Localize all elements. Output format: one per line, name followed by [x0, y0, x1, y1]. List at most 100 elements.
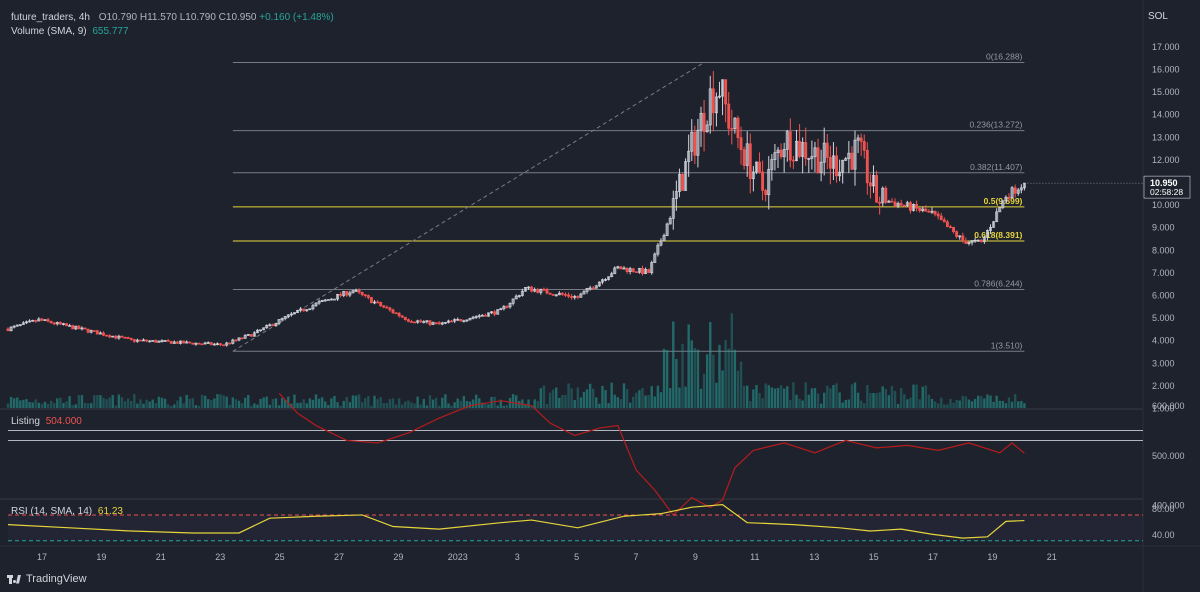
volume-bar — [342, 400, 345, 408]
candle-body — [659, 240, 663, 246]
fibonacci-layer[interactable]: 0(16.288)0.236(13.272)0.382(11.407)0.5(9… — [232, 51, 1025, 352]
volume-bar — [515, 395, 518, 408]
candle-body — [699, 112, 703, 131]
time-axis-label: 2023 — [448, 552, 468, 562]
time-axis-label: 23 — [215, 552, 225, 562]
volume-bar — [724, 340, 727, 408]
candle-body — [804, 142, 808, 159]
volume-bar — [133, 394, 136, 408]
symbol-title[interactable]: future_traders, 4h — [11, 12, 90, 23]
volume-bar — [68, 396, 71, 408]
tradingview-logo[interactable]: TradingView — [7, 573, 87, 585]
candle-body — [102, 332, 105, 336]
main-legend[interactable]: future_traders, 4h O10.790 H11.570 L10.7… — [11, 12, 334, 23]
listing-value: 504.000 — [45, 416, 82, 427]
volume-bar — [419, 404, 422, 408]
candle-body — [982, 236, 986, 242]
tradingview-brand: TradingView — [26, 573, 87, 585]
candle-body — [958, 235, 962, 238]
candle-body — [373, 301, 376, 304]
candle-body — [736, 117, 740, 138]
candle-body — [474, 316, 478, 318]
volume-bar — [669, 388, 672, 408]
volume-bar — [397, 398, 401, 408]
volume-bar — [324, 401, 327, 408]
time-axis-label: 13 — [809, 552, 819, 562]
volume-bar — [216, 394, 219, 408]
candle-body — [961, 235, 965, 242]
price-axis-tick: 3.000 — [1152, 358, 1175, 368]
candle-body — [382, 305, 386, 308]
volume-bar — [496, 405, 499, 408]
volume-bar — [447, 403, 450, 408]
candle-body — [936, 213, 940, 217]
volume-bar — [681, 343, 684, 408]
candle-body — [151, 340, 155, 342]
volume-bar — [705, 354, 709, 408]
volume-bar — [539, 388, 543, 408]
candle-body — [955, 231, 959, 237]
candle-body — [58, 322, 62, 325]
candle-body — [785, 131, 789, 150]
candle-body — [702, 112, 706, 133]
volume-bar — [191, 398, 194, 408]
candle-body — [908, 202, 912, 211]
candle-body — [314, 302, 318, 306]
volume-bar — [595, 397, 598, 408]
candle-body — [46, 319, 50, 322]
candle-body — [274, 322, 278, 327]
volume-bar — [311, 399, 315, 408]
candle-body — [921, 208, 925, 212]
candle-body — [714, 96, 718, 114]
candle-body — [647, 269, 651, 274]
candle-body — [483, 314, 487, 317]
rsi-legend[interactable]: RSI (14, SMA, 14) 61.23 — [11, 506, 123, 517]
last-price-tag — [1143, 175, 1191, 199]
volume-layer — [6, 313, 1026, 408]
listing-axis-tick: 600.000 — [1152, 401, 1185, 411]
candle-body — [95, 330, 99, 335]
candle-body — [160, 340, 164, 343]
volume-bar — [767, 385, 770, 408]
listing-legend[interactable]: Listing 504.000 — [11, 416, 82, 427]
candle-body — [758, 161, 761, 173]
volume-bar — [678, 387, 681, 408]
candle-body — [480, 314, 484, 317]
candle-body — [499, 308, 503, 311]
volume-legend[interactable]: Volume (SMA, 9) 655.777 — [11, 26, 129, 37]
volume-bar — [909, 397, 912, 408]
candle-body — [693, 131, 697, 156]
volume-bar — [921, 386, 924, 408]
volume-bar — [881, 386, 884, 408]
candle-body — [690, 131, 694, 152]
volume-bar — [804, 382, 807, 408]
candle-body — [394, 312, 398, 315]
candle-body — [862, 141, 866, 151]
candle-body — [859, 137, 863, 142]
volume-bar — [391, 398, 395, 408]
candle-body — [342, 291, 346, 296]
candle-body — [579, 293, 583, 298]
volume-bar — [99, 395, 102, 408]
candle-body — [884, 187, 888, 203]
candle-body — [881, 187, 885, 204]
candle-body — [761, 171, 765, 191]
volume-bar — [823, 392, 826, 408]
volume-bar — [234, 399, 238, 408]
candle-body — [292, 312, 296, 315]
volume-bar — [844, 399, 847, 408]
candle-body — [564, 294, 567, 296]
candle-body — [567, 294, 571, 297]
volume-bar — [721, 370, 724, 408]
fib-trend-line[interactable] — [232, 62, 705, 352]
candle-body — [345, 291, 349, 296]
candle-body — [511, 298, 515, 304]
volume-bar — [1017, 401, 1020, 408]
volume-bar — [370, 405, 373, 408]
volume-bar — [570, 388, 573, 408]
candle-body — [1004, 196, 1008, 202]
volume-bar — [829, 388, 832, 408]
volume-bar — [970, 401, 974, 408]
candle-body — [459, 318, 463, 322]
